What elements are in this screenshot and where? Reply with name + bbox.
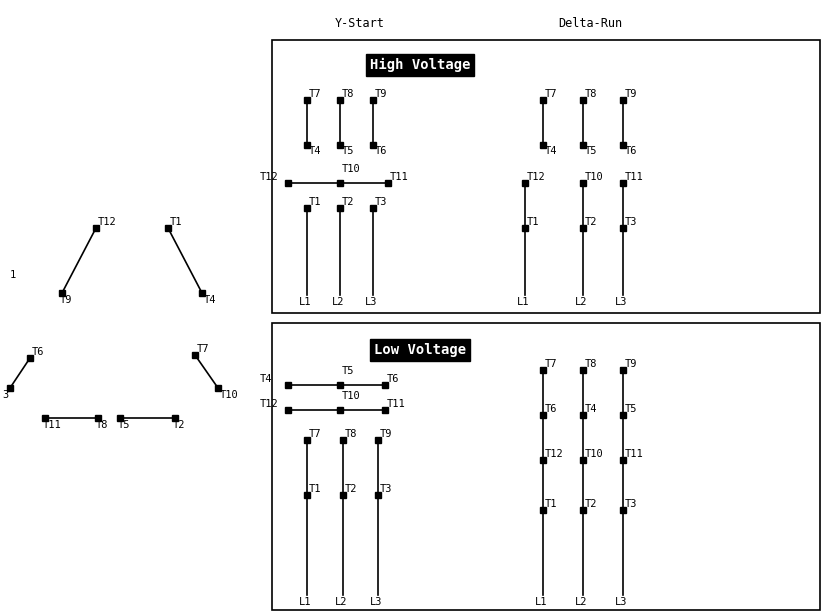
Text: T7: T7 — [545, 359, 558, 369]
Text: T3: T3 — [625, 217, 638, 227]
Text: L2: L2 — [575, 597, 587, 607]
Text: T9: T9 — [380, 429, 392, 439]
Text: T11: T11 — [390, 172, 409, 182]
Text: T8: T8 — [345, 429, 358, 439]
Text: L2: L2 — [335, 597, 348, 607]
Text: T3: T3 — [380, 484, 392, 494]
Text: T6: T6 — [625, 146, 638, 156]
Text: T2: T2 — [173, 420, 186, 430]
Text: T4: T4 — [260, 374, 273, 384]
Text: T5: T5 — [342, 146, 354, 156]
Text: T8: T8 — [96, 420, 108, 430]
Text: T2: T2 — [345, 484, 358, 494]
Text: L1: L1 — [299, 297, 311, 307]
Text: L1: L1 — [535, 597, 548, 607]
Text: T12: T12 — [260, 172, 278, 182]
Text: T12: T12 — [260, 399, 278, 409]
Text: T8: T8 — [342, 89, 354, 99]
Text: T3: T3 — [375, 197, 387, 207]
Text: T12: T12 — [545, 449, 564, 459]
Text: T7: T7 — [309, 89, 321, 99]
Text: T5: T5 — [625, 404, 638, 414]
Text: T2: T2 — [585, 499, 597, 509]
Text: T9: T9 — [625, 89, 638, 99]
Text: T11: T11 — [625, 172, 643, 182]
Bar — [272, 323, 820, 610]
Text: T9: T9 — [375, 89, 387, 99]
Bar — [272, 40, 820, 313]
Text: 1: 1 — [10, 270, 17, 280]
Text: T2: T2 — [342, 197, 354, 207]
Text: T1: T1 — [527, 217, 539, 227]
Text: L2: L2 — [332, 297, 344, 307]
Text: T12: T12 — [527, 172, 546, 182]
Text: T4: T4 — [309, 146, 321, 156]
Text: T1: T1 — [545, 499, 558, 509]
Text: T8: T8 — [585, 89, 597, 99]
Text: T11: T11 — [625, 449, 643, 459]
Text: T1: T1 — [309, 484, 321, 494]
Text: T10: T10 — [220, 390, 239, 400]
Text: Low Voltage: Low Voltage — [374, 343, 466, 357]
Text: T4: T4 — [204, 295, 216, 305]
Text: T10: T10 — [342, 164, 361, 174]
Text: T11: T11 — [387, 399, 406, 409]
Text: T5: T5 — [585, 146, 597, 156]
Text: T5: T5 — [118, 420, 131, 430]
Text: L3: L3 — [615, 297, 628, 307]
Text: T10: T10 — [585, 172, 604, 182]
Text: L3: L3 — [370, 597, 382, 607]
Text: T3: T3 — [625, 499, 638, 509]
Text: T6: T6 — [375, 146, 387, 156]
Text: High Voltage: High Voltage — [370, 58, 470, 72]
Text: L3: L3 — [365, 297, 377, 307]
Text: T8: T8 — [585, 359, 597, 369]
Text: T6: T6 — [545, 404, 558, 414]
Text: T11: T11 — [43, 420, 62, 430]
Text: T4: T4 — [545, 146, 558, 156]
Text: Y-Start: Y-Start — [335, 17, 385, 30]
Text: L2: L2 — [575, 297, 587, 307]
Text: L3: L3 — [615, 597, 628, 607]
Text: T1: T1 — [170, 217, 183, 227]
Text: T1: T1 — [309, 197, 321, 207]
Text: 3: 3 — [2, 390, 8, 400]
Text: T4: T4 — [585, 404, 597, 414]
Text: T7: T7 — [309, 429, 321, 439]
Text: L1: L1 — [517, 297, 529, 307]
Text: T7: T7 — [197, 344, 210, 354]
Text: T10: T10 — [585, 449, 604, 459]
Text: T12: T12 — [98, 217, 116, 227]
Text: T9: T9 — [60, 295, 73, 305]
Text: Delta-Run: Delta-Run — [558, 17, 622, 30]
Text: T9: T9 — [625, 359, 638, 369]
Text: L1: L1 — [299, 597, 311, 607]
Text: T6: T6 — [387, 374, 400, 384]
Text: T5: T5 — [342, 366, 354, 376]
Text: T2: T2 — [585, 217, 597, 227]
Text: T7: T7 — [545, 89, 558, 99]
Text: T6: T6 — [32, 347, 45, 357]
Text: T10: T10 — [342, 391, 361, 401]
